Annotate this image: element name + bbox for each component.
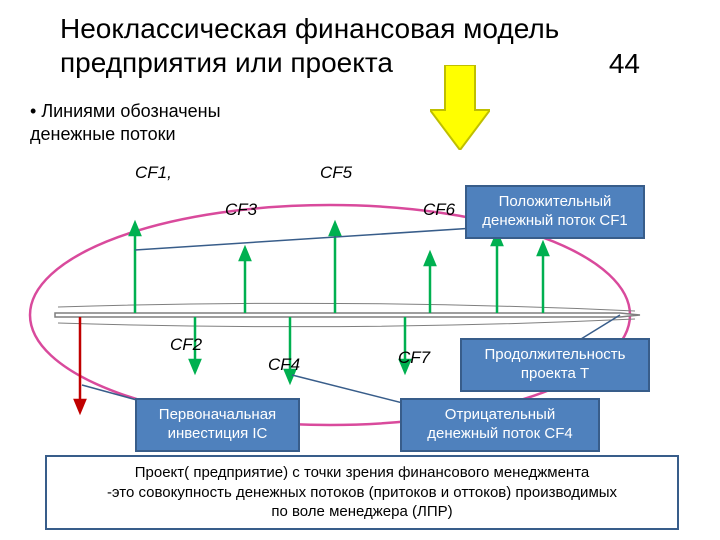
slide-number: 44 xyxy=(609,48,640,80)
timeline-shape xyxy=(55,303,640,326)
callout-investment: Первоначальная инвестиция IC xyxy=(135,398,300,452)
slide-title: Неоклассическая финансовая модель предпр… xyxy=(60,12,660,79)
label-cf3: CF3 xyxy=(225,200,257,220)
label-cf4: CF4 xyxy=(268,355,300,375)
bottom-summary: Проект( предприятие) с точки зрения фина… xyxy=(45,455,679,530)
label-cf6: CF6 xyxy=(423,200,455,220)
callout-negative-flow: Отрицательный денежный поток CF4 xyxy=(400,398,600,452)
label-cf1: CF1, xyxy=(135,163,172,183)
callout-positive-flow: Положительный денежный поток CF1 xyxy=(465,185,645,239)
callout-duration: Продолжительность проекта T xyxy=(460,338,650,392)
label-cf7: CF7 xyxy=(398,348,430,368)
label-cf5: CF5 xyxy=(320,163,352,183)
label-cf2: CF2 xyxy=(170,335,202,355)
